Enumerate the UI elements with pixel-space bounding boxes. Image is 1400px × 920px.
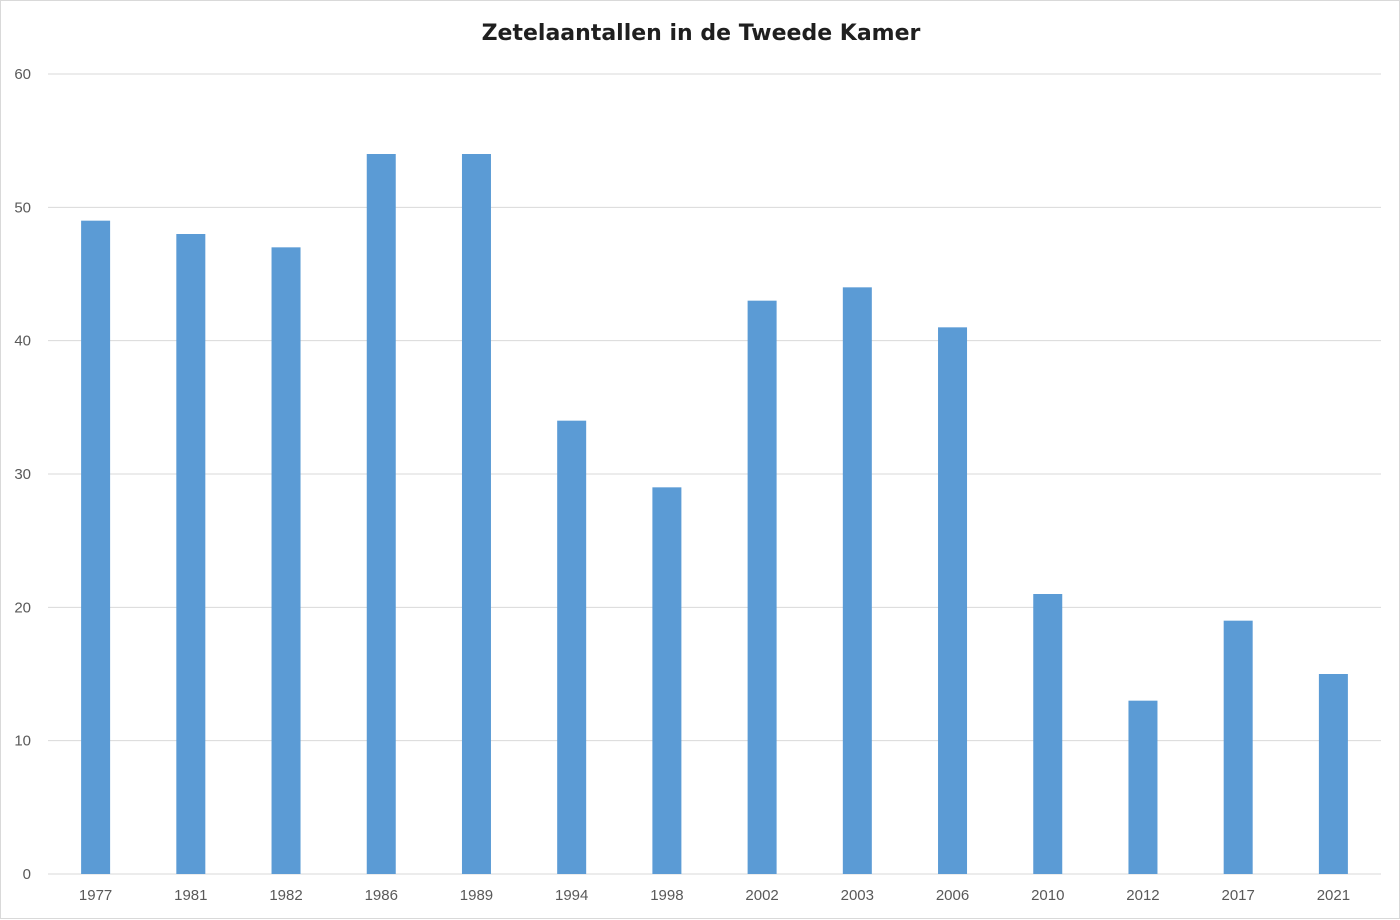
- y-tick-label: 20: [14, 599, 31, 616]
- bar-2017: [1223, 620, 1253, 874]
- bar-1977: [81, 220, 111, 874]
- x-tick-label: 1989: [460, 887, 493, 904]
- x-tick-label: 1998: [650, 887, 683, 904]
- bars: [81, 154, 1348, 875]
- bar-2002: [747, 300, 777, 875]
- x-tick-label: 2003: [841, 887, 874, 904]
- y-tick-label: 30: [14, 466, 31, 483]
- y-tick-label: 0: [23, 866, 31, 883]
- x-tick-label: 2010: [1031, 887, 1064, 904]
- bar-1989: [461, 154, 491, 874]
- y-tick-label: 50: [14, 199, 31, 216]
- y-tick-label: 10: [14, 733, 31, 750]
- x-tick-label: 1986: [365, 887, 398, 904]
- x-tick-label: 1982: [269, 887, 302, 904]
- bar-1998: [652, 487, 682, 874]
- x-axis-tick-labels: 1977 1981 1982 1986 1989 1994 1998 2002 2003 2006…: [79, 887, 1350, 904]
- y-axis-tick-labels: 0 10 20 30 40 50 60: [14, 66, 31, 883]
- bar-1994: [557, 420, 587, 874]
- x-tick-label: 2017: [1221, 887, 1254, 904]
- x-tick-label: 2002: [745, 887, 778, 904]
- x-tick-label: 2021: [1317, 887, 1350, 904]
- bar-1981: [176, 234, 206, 874]
- bar-1982: [271, 247, 301, 875]
- y-tick-label: 40: [14, 333, 31, 350]
- bar-1986: [366, 154, 396, 874]
- y-tick-label: 60: [14, 66, 31, 83]
- chart-title: Zetelaantallen in de Tweede Kamer: [481, 21, 921, 46]
- bar-2003: [842, 287, 872, 874]
- x-tick-label: 2006: [936, 887, 969, 904]
- x-tick-label: 2012: [1126, 887, 1159, 904]
- x-tick-label: 1977: [79, 887, 112, 904]
- bar-2012: [1128, 700, 1158, 874]
- gridlines: [48, 73, 1381, 875]
- bar-2006: [938, 327, 968, 874]
- x-tick-label: 1994: [555, 887, 588, 904]
- x-tick-label: 1981: [174, 887, 207, 904]
- bar-2010: [1033, 594, 1063, 874]
- bar-2021: [1318, 674, 1348, 874]
